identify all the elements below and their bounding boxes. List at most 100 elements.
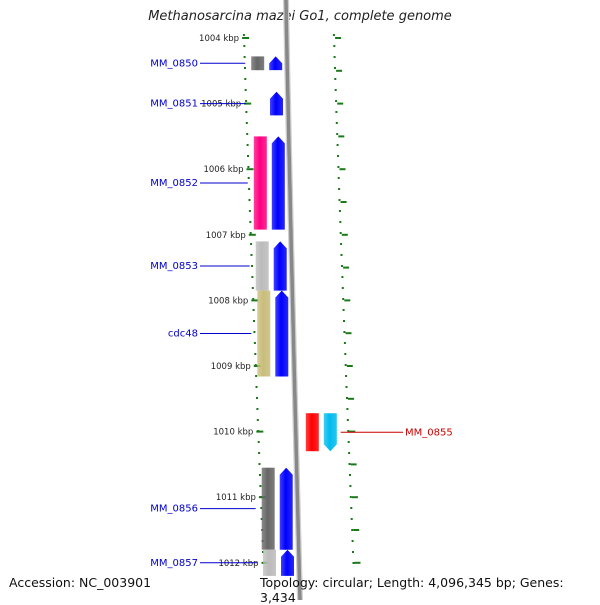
- track-dot-right: [341, 265, 343, 267]
- track-dot-right: [335, 100, 338, 102]
- track-tick-right: [349, 430, 356, 433]
- track-tick-right: [343, 266, 350, 269]
- track-dot-right: [340, 243, 343, 245]
- kbp-tick-label: 1006 kbp: [203, 165, 243, 175]
- track-dot-right: [343, 320, 345, 322]
- track-dot-left: [256, 397, 258, 399]
- gene-arrow: [273, 241, 287, 291]
- gene-block-left: [251, 56, 265, 71]
- map-title: Methanosarcina mazei Go1, complete genom…: [148, 9, 452, 24]
- gene-block-left: [263, 549, 276, 576]
- track-dot-right: [339, 232, 342, 234]
- track-dot-right: [338, 188, 341, 190]
- track-dot-left: [242, 34, 245, 36]
- track-dot-left: [245, 122, 248, 124]
- track-dot-right: [337, 155, 339, 157]
- track-tick-right: [348, 397, 354, 400]
- track-dot-right: [344, 364, 347, 366]
- track-tick-right: [350, 463, 357, 466]
- track-dot-right: [342, 309, 345, 311]
- track-dot-right: [333, 56, 336, 58]
- gene-label: MM_0853: [150, 261, 198, 272]
- track-dot-right: [334, 67, 336, 69]
- track-dot-left: [253, 331, 256, 333]
- track-dot-left: [244, 78, 247, 80]
- gene-arrow: [271, 136, 285, 230]
- gene-arrow: [270, 91, 283, 116]
- kbp-tick: [246, 168, 254, 171]
- track-tick-right: [354, 561, 361, 564]
- track-dot-left: [255, 386, 258, 388]
- track-tick-right: [341, 233, 348, 236]
- gene-label: MM_0852: [150, 178, 198, 189]
- kbp-tick: [256, 430, 264, 433]
- track-dot-right: [332, 34, 335, 36]
- track-dot-right: [347, 441, 350, 443]
- kbp-tick-label: 1004 kbp: [199, 34, 239, 44]
- gene-layer: [251, 56, 337, 576]
- track-dot-right: [349, 496, 352, 498]
- topology-text: Topology: circular; Length: 4,096,345 bp…: [260, 575, 564, 605]
- track-dot-left: [256, 408, 259, 410]
- kbp-tick-label: 1005 kbp: [201, 100, 241, 110]
- track-dot-right: [349, 474, 351, 476]
- track-dot-left: [258, 452, 261, 454]
- gene-block-left: [253, 136, 267, 230]
- track-dot-right: [337, 166, 340, 168]
- track-dot-left: [253, 342, 256, 344]
- track-dot-right: [348, 452, 351, 454]
- track-dot-right: [337, 177, 340, 179]
- track-dot-right: [335, 122, 338, 124]
- gene-block-left: [255, 241, 269, 291]
- track-dot-right: [334, 89, 337, 91]
- track-dot-right: [343, 342, 346, 344]
- track-dot-right: [342, 298, 345, 300]
- kbp-tick-label: 1007 kbp: [206, 231, 246, 241]
- track-dot-right: [352, 562, 355, 564]
- track-dot-left: [247, 177, 250, 179]
- track-dot-left: [249, 221, 252, 223]
- kbp-tick: [248, 233, 256, 236]
- track-dot-right: [347, 430, 350, 432]
- track-dot-left: [247, 166, 250, 168]
- gene-label: MM_0856: [150, 504, 198, 515]
- track-dot-left: [248, 188, 251, 190]
- track-dot-right: [336, 144, 339, 146]
- track-dot-right: [352, 551, 354, 553]
- kbp-tick: [251, 299, 259, 302]
- backbone-line: [284, 0, 302, 600]
- track-tick-right: [340, 201, 347, 203]
- track-dot-right: [340, 254, 343, 256]
- label-layer: MM_0850 MM_0851 MM_0852 MM_0853 cdc48 MM_0855…: [150, 58, 452, 569]
- kbp-tick: [244, 102, 252, 105]
- track-dot-left: [258, 463, 261, 465]
- kbp-tick: [242, 37, 250, 39]
- track-tick-right: [335, 37, 342, 39]
- track-dot-right: [339, 221, 342, 223]
- track-tick-right: [351, 496, 358, 499]
- track-dot-right: [350, 518, 353, 520]
- track-dot-left: [251, 287, 254, 289]
- track-dot-left: [251, 276, 254, 278]
- track-dot-left: [256, 419, 259, 421]
- track-dot-right: [346, 419, 349, 421]
- track-dot-left: [248, 210, 251, 212]
- track-dot-left: [254, 353, 257, 355]
- track-tick-right: [339, 168, 346, 171]
- gene-arrow: [279, 467, 293, 550]
- gene-arrow: [275, 290, 289, 377]
- kbp-tick-label: 1010 kbp: [213, 428, 253, 438]
- track-dot-left: [253, 320, 255, 322]
- gene-arrow: [269, 56, 283, 71]
- kbp-tick-label: 1011 kbp: [216, 493, 256, 503]
- track-tick-right: [346, 365, 353, 367]
- gene-label: cdc48: [168, 329, 198, 340]
- gene-label: MM_0855: [405, 427, 453, 438]
- track-dot-left: [244, 67, 246, 69]
- track-dot-right: [345, 386, 348, 388]
- track-dot-right: [335, 111, 338, 113]
- track-dot-left: [249, 232, 252, 234]
- track-dot-left: [246, 144, 249, 146]
